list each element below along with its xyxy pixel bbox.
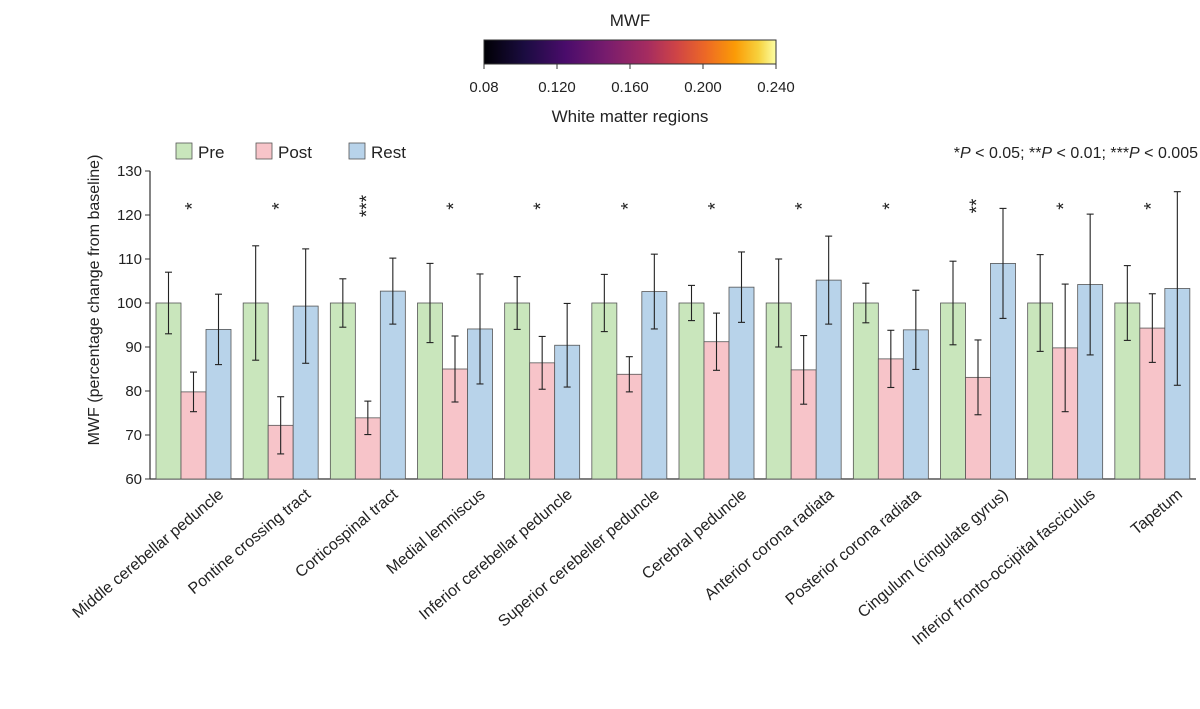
legend-label-pre: Pre [198,143,224,162]
significance-marker: * [793,202,814,210]
legend-swatch-pre [175,142,193,160]
significance-marker: * [1054,202,1075,210]
legend-swatch-post [255,142,273,160]
y-tick-label: 90 [125,339,142,356]
bar-pre [504,302,531,480]
y-tick-label: 100 [117,295,142,312]
significance-marker: * [531,202,552,210]
bar-pre [678,302,705,480]
x-tick-label: Inferior cerebellar peduncle [416,486,576,624]
x-tick-label: Cingulum (cingulate gyrus) [855,486,1012,621]
bar-pre [1114,302,1141,480]
significance-marker: ** [967,198,988,213]
significance-marker: * [183,202,204,210]
colorbar-tick-label: 0.160 [611,79,649,96]
plot-area: 60 70 80 90 100 110 120 130 * Middle cerebellar p… [70,163,1196,649]
significance-marker: * [270,202,291,210]
colorbar-gradient [483,39,777,65]
legend-label-post: Post [278,143,312,162]
colorbar-tick-label: 0.08 [469,79,498,96]
x-tick-label: Superior cerebeller peduncle [495,486,663,631]
significance-marker: * [618,202,639,210]
bar-pre [591,302,618,480]
y-tick-label: 80 [125,383,142,400]
significance-marker: * [444,202,465,210]
y-tick-label: 120 [117,207,142,224]
colorbar-tick-label: 0.200 [684,79,722,96]
bar-rest [641,291,668,480]
y-tick-label: 130 [117,163,142,180]
colorbar-subtitle: White matter regions [552,107,709,126]
legend-swatch-rest [348,142,366,160]
colorbar-tick-label: 0.240 [757,79,795,96]
significance-note: *P < 0.05; **P < 0.01; ***P < 0.005 [954,145,1198,162]
colorbar-tick-label: 0.120 [538,79,576,96]
x-tick-label: Tapetum [1128,486,1186,538]
legend-label-rest: Rest [371,143,406,162]
significance-marker: * [880,202,901,210]
y-tick-label: 70 [125,427,142,444]
x-tick-label: Middle cerebellar peduncle [70,486,227,622]
colorbar-ticks: 0.08 0.120 0.160 0.200 0.240 [469,64,795,96]
x-tick-label: Inferior fronto-occipital fasciculus [909,486,1098,649]
colorbar-title: MWF [610,11,651,30]
significance-marker: * [1141,202,1162,210]
colorbar: MWF 0.08 0.120 0.160 0.200 0.240 White matte… [469,11,794,126]
significance-marker: *** [357,194,378,217]
bar-pre [852,302,879,480]
bar-pre [329,302,356,480]
y-tick-label: 60 [125,471,142,488]
significance-marker: * [706,202,727,210]
y-axis-title: MWF (percentage change from baseline) [86,155,103,446]
legend: Pre Post Rest [175,142,406,162]
y-tick-label: 110 [118,251,142,268]
